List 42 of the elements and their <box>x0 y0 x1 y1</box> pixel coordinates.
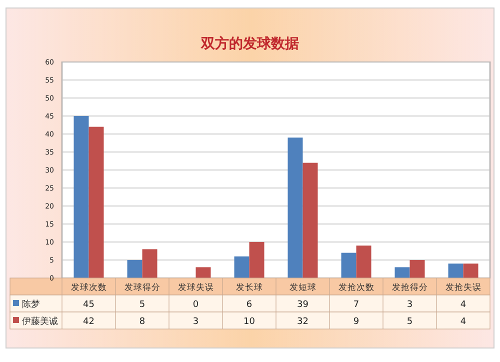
bar <box>302 162 318 278</box>
x-tick-label: 发球失误 <box>178 282 214 293</box>
data-label: 3 <box>192 317 199 327</box>
x-tick-label: 发球次数 <box>70 282 107 293</box>
data-label: 6 <box>246 300 252 310</box>
bar <box>249 242 264 278</box>
bar <box>394 267 410 278</box>
bar <box>341 252 356 278</box>
bar <box>234 256 250 278</box>
data-label: 3 <box>406 300 413 310</box>
data-label: 5 <box>406 317 413 327</box>
bar <box>410 260 425 278</box>
data-label: 39 <box>297 300 309 310</box>
data-label: 4 <box>460 300 466 310</box>
data-label: 8 <box>139 317 146 327</box>
data-label: 9 <box>353 317 360 327</box>
x-tick-label: 发抢得分 <box>392 282 428 293</box>
bar <box>448 264 464 278</box>
data-label: 5 <box>139 300 146 310</box>
data-label: 0 <box>192 300 199 310</box>
bar <box>288 138 303 278</box>
bar <box>142 249 158 278</box>
data-label: 32 <box>297 317 308 327</box>
x-tick-label: 发长球 <box>236 282 263 293</box>
x-tick-label: 发抢失误 <box>445 282 482 293</box>
data-label: 45 <box>83 300 94 310</box>
x-tick-label: 发球得分 <box>124 282 160 293</box>
x-tick-label: 发短球 <box>289 282 316 293</box>
data-label: 4 <box>460 317 466 327</box>
data-label: 10 <box>244 317 256 327</box>
data-label: 42 <box>83 317 94 327</box>
bar <box>196 267 211 278</box>
bar <box>88 126 104 278</box>
legend-label: 伊藤美诚 <box>22 316 58 327</box>
chart-title: 双方的发球数据 <box>200 35 299 52</box>
legend-label: 陈梦 <box>22 299 40 310</box>
bar <box>127 260 142 278</box>
bar <box>74 116 89 278</box>
data-label: 7 <box>353 300 360 310</box>
x-tick-label: 发抢次数 <box>338 282 374 293</box>
bar <box>463 264 478 278</box>
bar <box>356 246 372 278</box>
